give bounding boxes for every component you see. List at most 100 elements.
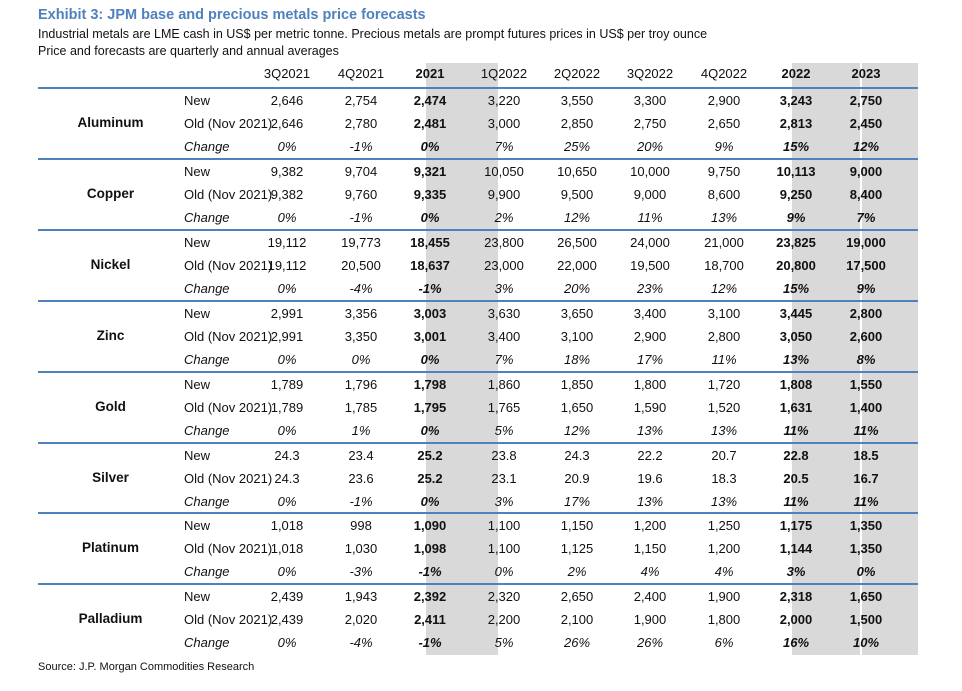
value-cell: 23.1 xyxy=(491,470,517,486)
row-label: Old (Nov 2021) xyxy=(184,257,273,273)
metal-name: Aluminum xyxy=(77,115,144,130)
value-cell: 1,900 xyxy=(707,589,741,605)
value-cell: 18,700 xyxy=(704,257,744,273)
value-cell: 2,600 xyxy=(849,328,883,344)
value-cell: 2,450 xyxy=(849,116,883,131)
value-cell: 16.7 xyxy=(853,470,879,486)
row-label: Old (Nov 2021) xyxy=(184,328,273,344)
row-label: New xyxy=(184,447,211,463)
value-cell: 1,631 xyxy=(779,399,813,415)
value-cell: 1% xyxy=(351,422,371,438)
value-cell: 20% xyxy=(563,280,591,296)
row-label: Change xyxy=(184,422,230,438)
row-label: New xyxy=(184,93,211,108)
value-cell: 1,200 xyxy=(707,541,741,557)
value-cell: 23.4 xyxy=(348,447,374,463)
value-cell: 3,550 xyxy=(560,93,594,108)
value-cell: 0% xyxy=(277,139,297,154)
value-cell: 3,445 xyxy=(779,305,813,321)
value-cell: 20,500 xyxy=(341,257,381,273)
value-cell: 1,943 xyxy=(344,589,378,605)
row-label: Old (Nov 2021) xyxy=(184,541,273,557)
value-cell: 2,754 xyxy=(344,93,378,108)
value-cell: -1% xyxy=(349,493,373,509)
value-cell: 2,646 xyxy=(270,116,304,131)
value-cell: 10,113 xyxy=(776,163,816,179)
value-cell: 20.9 xyxy=(564,470,590,486)
value-cell: 1,400 xyxy=(849,399,883,415)
value-cell: 2,320 xyxy=(487,589,521,605)
value-cell: 0% xyxy=(277,422,297,438)
value-cell: 24.3 xyxy=(564,447,590,463)
value-cell: 13% xyxy=(710,422,738,438)
value-cell: 23.8 xyxy=(491,447,517,463)
column-header: 2023 xyxy=(851,66,881,81)
value-cell: 8% xyxy=(856,351,876,367)
row-label: Change xyxy=(184,635,230,651)
value-cell: 3,400 xyxy=(633,305,667,321)
value-cell: 17,500 xyxy=(846,257,886,273)
value-cell: 9,382 xyxy=(270,163,304,179)
value-cell: 18.3 xyxy=(711,470,737,486)
value-cell: 11% xyxy=(783,493,809,509)
value-cell: 1,018 xyxy=(270,518,304,534)
value-cell: 1,795 xyxy=(413,399,447,415)
value-cell: 2,392 xyxy=(413,589,447,605)
value-cell: 1,720 xyxy=(707,376,741,392)
value-cell: 9,321 xyxy=(413,163,447,179)
row-label: Change xyxy=(184,139,230,154)
value-cell: -1% xyxy=(349,139,373,154)
value-cell: 1,808 xyxy=(779,376,813,392)
value-cell: 10,050 xyxy=(484,163,524,179)
row-label: New xyxy=(184,305,211,321)
value-cell: 9,760 xyxy=(344,186,378,202)
value-cell: 15% xyxy=(782,139,810,154)
value-cell: 2,900 xyxy=(707,93,741,108)
value-cell: 9,382 xyxy=(270,186,304,202)
value-cell: 0% xyxy=(277,635,297,651)
value-cell: 0% xyxy=(420,209,440,225)
value-cell: 1,900 xyxy=(633,612,667,628)
value-cell: 3,001 xyxy=(413,328,447,344)
value-cell: 26% xyxy=(636,635,664,651)
metal-name: Gold xyxy=(95,398,126,414)
value-cell: 3% xyxy=(786,564,806,580)
value-cell: 2,439 xyxy=(270,612,304,628)
value-cell: 18.5 xyxy=(853,447,879,463)
value-cell: 2,000 xyxy=(779,612,813,628)
value-cell: 2,474 xyxy=(413,93,447,108)
value-cell: 0% xyxy=(420,351,440,367)
value-cell: 2,800 xyxy=(849,305,883,321)
value-cell: 19.6 xyxy=(637,470,663,486)
value-cell: 1,150 xyxy=(633,541,667,557)
subtitle-units: Industrial metals are LME cash in US$ pe… xyxy=(38,27,708,41)
value-cell: 8,400 xyxy=(849,186,883,202)
value-cell: 22.2 xyxy=(637,447,663,463)
value-cell: 6% xyxy=(714,635,734,651)
value-cell: 2,780 xyxy=(344,116,378,131)
value-cell: 10% xyxy=(852,635,880,651)
value-cell: 19,112 xyxy=(267,234,307,250)
value-cell: 9,704 xyxy=(344,163,378,179)
value-cell: 24.3 xyxy=(274,447,300,463)
value-cell: 1,018 xyxy=(270,541,304,557)
value-cell: 998 xyxy=(350,518,372,534)
column-header: 2022 xyxy=(781,66,811,81)
value-cell: 1,175 xyxy=(779,518,813,534)
value-cell: 12% xyxy=(563,422,591,438)
value-cell: 8,600 xyxy=(707,186,741,202)
value-cell: 1,250 xyxy=(707,518,741,534)
value-cell: 9,000 xyxy=(633,186,667,202)
value-cell: 1,860 xyxy=(487,376,521,392)
value-cell: -1% xyxy=(418,280,442,296)
block-divider xyxy=(38,370,918,373)
value-cell: 1,650 xyxy=(849,589,883,605)
row-label: Old (Nov 2021) xyxy=(184,399,273,415)
value-cell: -1% xyxy=(418,564,442,580)
value-cell: 2% xyxy=(567,564,587,580)
value-cell: 0% xyxy=(277,209,297,225)
row-label: Old (Nov 2021) xyxy=(184,470,273,486)
value-cell: 25.2 xyxy=(417,447,443,463)
value-cell: 3,350 xyxy=(344,328,378,344)
value-cell: -3% xyxy=(349,564,373,580)
